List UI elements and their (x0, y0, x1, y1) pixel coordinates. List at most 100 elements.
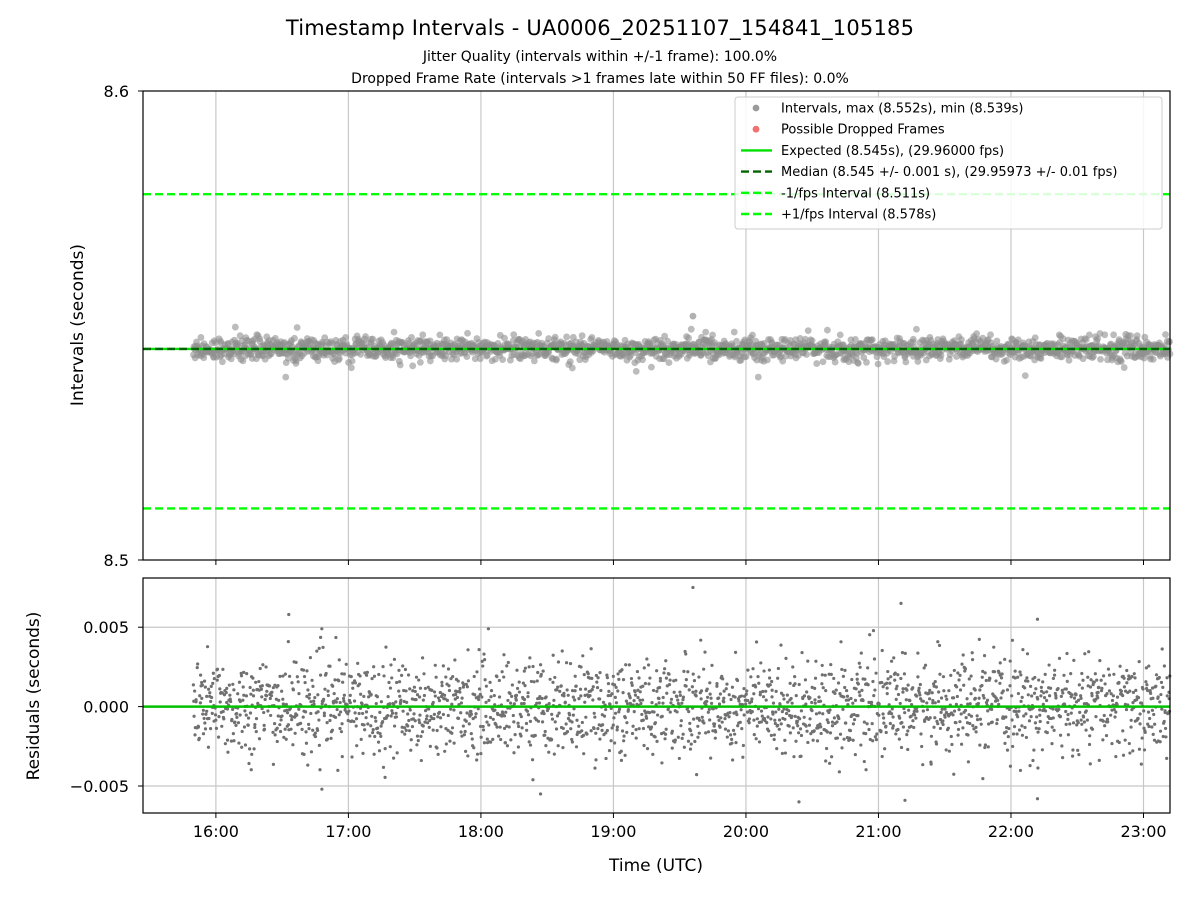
residual-point (930, 691, 934, 695)
residual-point (1023, 725, 1027, 730)
residual-point (608, 702, 612, 706)
residual-outlier (797, 800, 801, 804)
residual-point (394, 715, 399, 719)
residual-point (766, 715, 770, 719)
residual-point (196, 662, 200, 666)
residual-point (820, 673, 824, 677)
residual-point (388, 686, 393, 690)
residual-point (973, 688, 977, 692)
residual-point (296, 680, 300, 684)
residual-point (981, 669, 985, 673)
residual-point (1011, 744, 1015, 749)
residual-point (901, 687, 905, 691)
residual-point (1013, 676, 1017, 680)
residual-point (1012, 725, 1017, 729)
residual-point (1103, 724, 1107, 728)
residual-point (251, 676, 255, 680)
residual-point (317, 646, 321, 650)
residual-point (1106, 667, 1111, 671)
residual-point (824, 689, 828, 693)
residual-point (406, 712, 410, 716)
interval-point (822, 338, 830, 346)
residual-point (891, 715, 895, 719)
residual-point (1034, 687, 1038, 691)
residual-point (591, 698, 595, 702)
residual-point (1125, 668, 1129, 673)
residual-point (1090, 691, 1094, 696)
residual-point (595, 680, 599, 684)
residual-point (857, 690, 861, 694)
residual-point (230, 717, 234, 722)
residual-point (936, 640, 940, 644)
residual-point (958, 720, 962, 724)
residual-point (455, 695, 459, 700)
residual-point (1016, 715, 1020, 719)
residual-point (223, 742, 227, 746)
residual-point (595, 685, 600, 690)
residual-point (673, 738, 677, 742)
residual-point (762, 669, 766, 673)
residual-point (810, 709, 814, 713)
residual-point (647, 711, 652, 715)
residual-point (648, 676, 652, 680)
residual-point (273, 733, 277, 737)
residual-point (1125, 681, 1129, 685)
interval-point (801, 335, 809, 343)
residual-point (984, 678, 988, 683)
residual-point (477, 687, 482, 691)
residual-point (900, 721, 904, 725)
residual-point (631, 724, 635, 728)
residual-point (442, 693, 447, 697)
residual-point (667, 672, 671, 676)
residual-point (640, 712, 644, 717)
x-tick-label: 22:00 (988, 822, 1034, 841)
residual-point (916, 651, 920, 655)
residual-point (1142, 726, 1146, 730)
residual-point (700, 715, 704, 719)
residual-point (933, 680, 937, 684)
residual-point (407, 729, 412, 733)
residual-point (516, 745, 521, 749)
residual-point (202, 679, 207, 683)
residual-point (379, 700, 384, 704)
residual-point (805, 690, 809, 694)
residual-point (559, 684, 563, 688)
residual-point (235, 715, 239, 719)
residual-point (280, 689, 284, 693)
residual-point (548, 677, 552, 681)
residual-point (438, 716, 443, 720)
interval-point (987, 331, 994, 339)
residual-point (550, 717, 555, 721)
interval-point (390, 328, 398, 336)
residual-point (212, 676, 216, 681)
residual-point (767, 729, 771, 733)
residual-point (203, 685, 207, 689)
residual-point (969, 674, 973, 678)
residual-point (452, 708, 456, 712)
residual-point (866, 683, 870, 687)
residual-point (424, 717, 428, 721)
interval-point (973, 330, 980, 338)
residual-point (611, 674, 615, 678)
residual-point (705, 695, 710, 699)
residual-point (376, 726, 380, 730)
residual-point (251, 688, 255, 692)
residual-point (1054, 694, 1058, 698)
residual-point (528, 743, 533, 747)
residual-point (495, 725, 499, 729)
residual-point (1065, 651, 1069, 656)
residual-point (874, 738, 879, 742)
residual-point (268, 696, 272, 701)
residual-point (232, 688, 236, 692)
residual-point (575, 718, 579, 722)
residual-point (1088, 762, 1092, 766)
residual-point (355, 744, 359, 748)
residual-point (1080, 671, 1084, 676)
residual-point (330, 728, 335, 732)
residual-point (1041, 702, 1045, 706)
interval-point (369, 335, 377, 343)
residual-point (1033, 721, 1038, 725)
residual-point (925, 708, 930, 712)
residual-point (668, 710, 672, 714)
residual-point (320, 627, 324, 631)
